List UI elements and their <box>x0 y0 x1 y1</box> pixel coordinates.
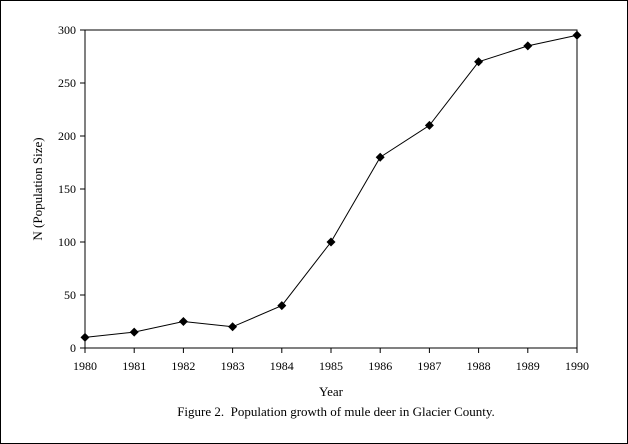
y-axis: 0 50 100 150 200 250 300 <box>58 23 85 355</box>
y-tick-label: 300 <box>58 23 76 37</box>
x-tick-label: 1987 <box>417 359 441 373</box>
data-point-marker <box>523 41 533 51</box>
y-tick-label: 250 <box>58 76 76 90</box>
data-point-marker <box>228 322 238 332</box>
y-tick-label: 200 <box>58 129 76 143</box>
x-tick-label: 1988 <box>467 359 491 373</box>
data-point-marker <box>572 30 582 40</box>
data-point-marker <box>178 317 188 326</box>
data-point-marker <box>326 237 336 247</box>
x-tick-label: 1989 <box>516 359 540 373</box>
x-axis: 1980 1981 1982 1983 1984 1985 1986 1987 1988 1989… <box>73 348 589 373</box>
x-tick-label: 1990 <box>565 359 589 373</box>
data-point-marker <box>277 301 287 311</box>
data-point-marker <box>424 120 434 130</box>
y-axis-label: N (Population Size) <box>30 137 45 240</box>
data-point-marker <box>129 327 139 337</box>
series-line <box>84 34 578 338</box>
x-tick-label: 1981 <box>122 359 146 373</box>
x-tick-label: 1984 <box>270 359 294 373</box>
x-axis-label: Year <box>319 384 344 399</box>
data-point-marker <box>474 57 484 67</box>
data-point-marker <box>80 332 90 342</box>
x-tick-label: 1982 <box>171 359 195 373</box>
data-point-marker <box>375 152 385 162</box>
x-tick-label: 1983 <box>221 359 245 373</box>
y-tick-label: 100 <box>58 235 76 249</box>
y-tick-label: 50 <box>64 288 76 302</box>
x-tick-label: 1985 <box>319 359 343 373</box>
series-layer <box>80 30 582 342</box>
plot-area <box>84 29 578 349</box>
x-tick-label: 1986 <box>368 359 392 373</box>
figure-caption: Figure 2. Population growth of mule deer… <box>177 404 495 419</box>
y-tick-label: 150 <box>58 182 76 196</box>
y-tick-label: 0 <box>70 341 76 355</box>
x-tick-label: 1980 <box>73 359 97 373</box>
